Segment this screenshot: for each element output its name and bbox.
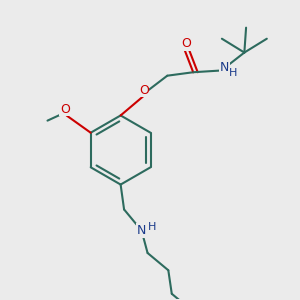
Text: N: N [220, 61, 229, 74]
Text: O: O [139, 84, 149, 97]
Text: H: H [229, 68, 237, 78]
Text: N: N [137, 224, 146, 237]
Text: O: O [182, 37, 192, 50]
Text: O: O [60, 103, 70, 116]
Text: H: H [148, 222, 156, 232]
